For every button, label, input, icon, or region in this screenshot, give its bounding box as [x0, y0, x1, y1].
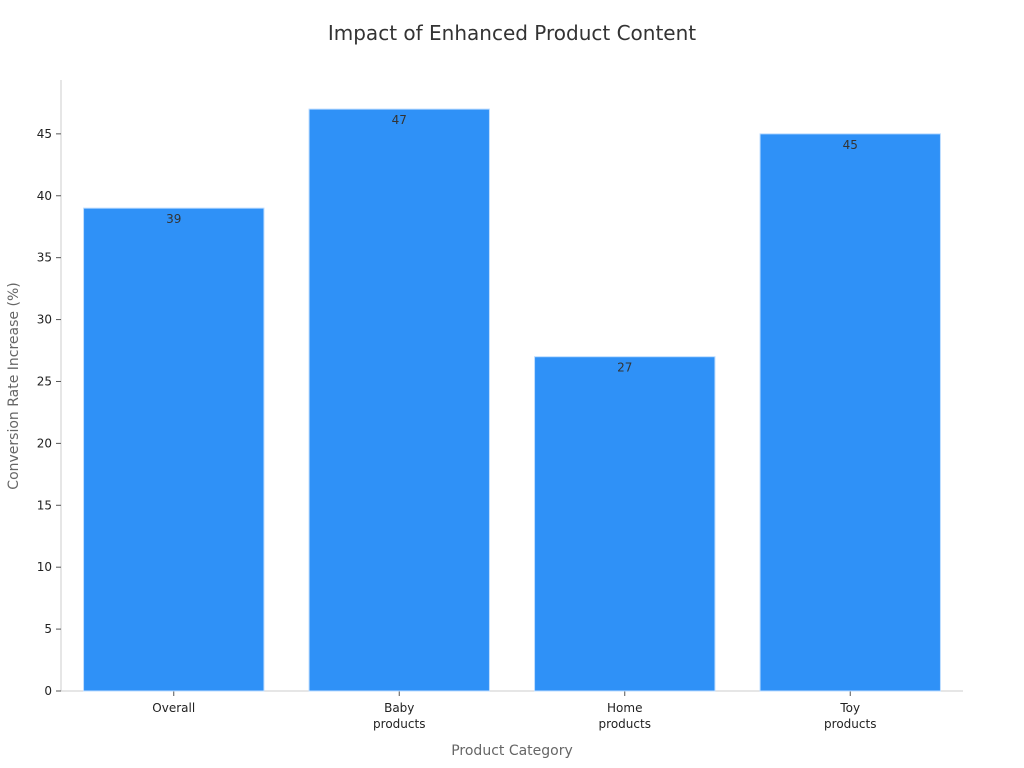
data-labels: 39 47 27 45: [166, 113, 858, 375]
bar: [759, 133, 941, 692]
y-axis: 0 5 10 15 20 25 30 35 40 45: [37, 80, 62, 698]
bar: [308, 108, 490, 692]
y-tick-label: 40: [37, 189, 52, 203]
bar: [83, 207, 265, 692]
y-tick-label: 35: [37, 251, 52, 265]
bar-value-label: 45: [843, 138, 858, 152]
x-tick-label: Baby products: [373, 701, 425, 731]
bars: [83, 108, 941, 692]
x-axis: Overall Baby products Home products Toy produc…: [61, 690, 963, 731]
y-tick-label: 15: [37, 498, 52, 512]
y-tick-label: 0: [44, 684, 52, 698]
x-tick-label-line: products: [824, 717, 876, 731]
bar: [534, 356, 716, 692]
x-tick-label: Home products: [599, 701, 651, 731]
x-tick-label-line: Home: [607, 701, 642, 715]
y-tick-label: 20: [37, 436, 52, 450]
y-tick-label: 30: [37, 313, 52, 327]
y-tick-label: 25: [37, 374, 52, 388]
x-tick-label-line: Toy: [839, 701, 860, 715]
bar-value-label: 39: [166, 212, 181, 226]
y-tick-label: 5: [44, 622, 52, 636]
y-axis-title: Conversion Rate Increase (%): [6, 282, 22, 489]
x-tick-label: Toy products: [824, 701, 876, 731]
bar-value-label: 47: [392, 113, 407, 127]
chart-title: Impact of Enhanced Product Content: [328, 21, 696, 45]
y-tick-label: 10: [37, 560, 52, 574]
x-tick-label-line: products: [599, 717, 651, 731]
x-axis-title: Product Category: [451, 743, 573, 759]
x-tick-label-line: Overall: [152, 701, 195, 715]
bar-value-label: 27: [617, 361, 632, 375]
x-tick-label-line: Baby: [384, 701, 414, 715]
y-tick-label: 45: [37, 127, 52, 141]
x-tick-label-line: products: [373, 717, 425, 731]
x-tick-label: Overall: [152, 701, 195, 715]
